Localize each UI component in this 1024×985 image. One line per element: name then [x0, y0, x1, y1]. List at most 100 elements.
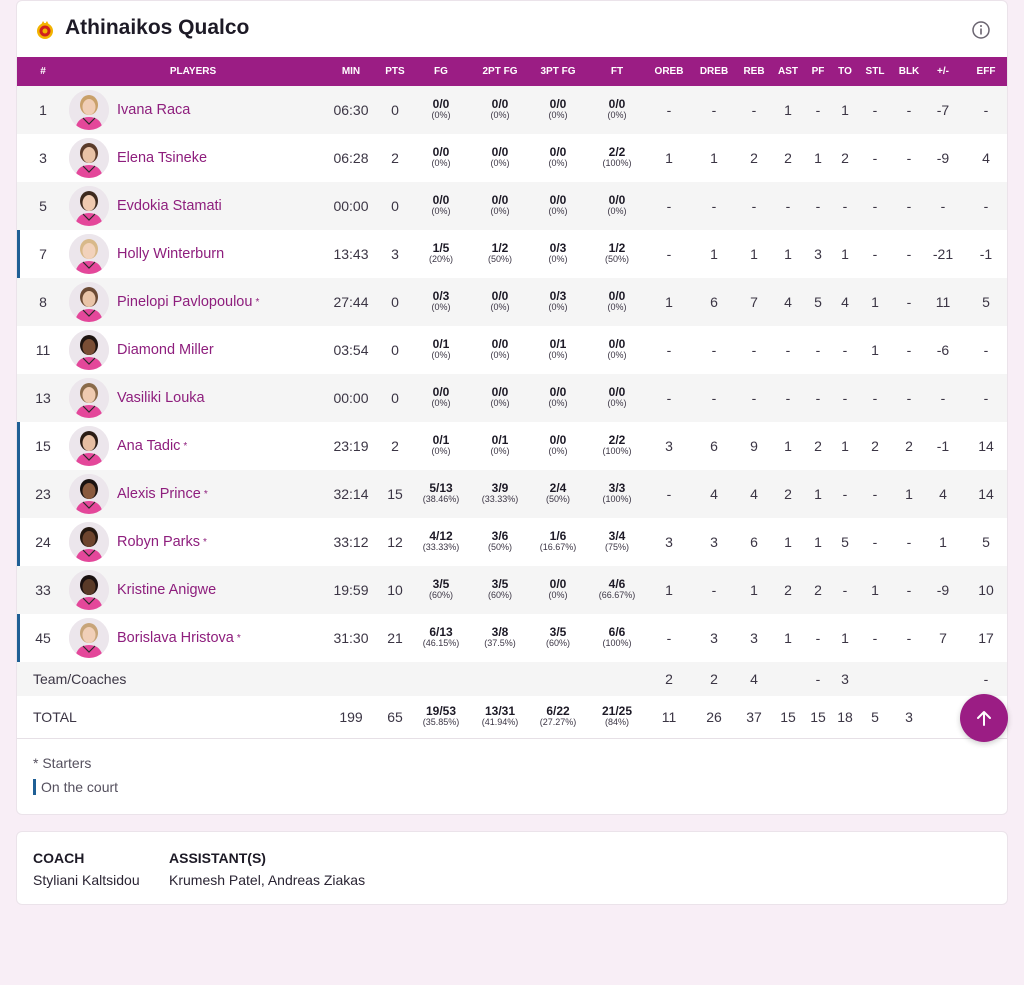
col-header-min[interactable]: MIN — [341, 66, 361, 77]
player-stl: - — [872, 198, 878, 214]
player-oreb: 1 — [665, 582, 673, 598]
player-oreb: - — [666, 630, 672, 646]
col-header-dreb[interactable]: DREB — [699, 66, 729, 77]
player-2pt-fg: 1/2 (50%) — [477, 230, 523, 278]
col-header-3pt-fg[interactable]: 3PT FG — [540, 66, 576, 77]
player-pf: - — [815, 390, 821, 406]
avatar[interactable] — [69, 138, 109, 178]
player-reb: - — [751, 390, 757, 406]
table-row: 45 Borislava Hristova * 31:30 21 6/13 (46.15%)… — [17, 614, 1007, 662]
player-number: 7 — [17, 230, 69, 278]
player-name-link[interactable]: Elena Tsineke — [117, 150, 208, 166]
col-header-stl[interactable]: STL — [865, 66, 885, 77]
player-plus-minus: -1 — [936, 438, 950, 454]
player-eff: 4 — [982, 150, 990, 166]
col-header-pf[interactable]: PF — [811, 66, 825, 77]
player-fg-percentage: (0%) — [431, 302, 451, 312]
player-ft-made: 1/2 — [608, 241, 626, 255]
player-name-link[interactable]: Evdokia Stamati — [117, 198, 222, 214]
player-name-link[interactable]: Ivana Raca — [117, 102, 191, 118]
player-to: 5 — [841, 534, 849, 550]
player-name-link[interactable]: Borislava Hristova — [117, 630, 234, 646]
scroll-to-top-button[interactable] — [960, 694, 1008, 742]
player-3pt-fg-made: 0/0 — [549, 193, 567, 207]
avatar[interactable] — [69, 90, 109, 130]
table-row: 11 Diamond Miller 03:54 0 0/1 (0%) 0/0 (0%) 0/1(… — [17, 326, 1007, 374]
avatar[interactable] — [69, 522, 109, 562]
player-dreb: - — [711, 582, 717, 598]
player-cell: Robyn Parks * — [69, 518, 317, 566]
player-ast: 1 — [784, 630, 792, 646]
team-coaches-row: Team/Coaches 2 2 4 - 3 - — [17, 662, 1007, 696]
player-3pt-fg: 0/0 (0%) — [523, 182, 593, 230]
player-name-link[interactable]: Diamond Miller — [117, 342, 214, 358]
avatar[interactable] — [69, 282, 109, 322]
avatar[interactable] — [69, 234, 109, 274]
avatar[interactable] — [69, 330, 109, 370]
player-fg: 0/1 (0%) — [405, 326, 477, 374]
player-2pt-fg-percentage: (0%) — [490, 350, 510, 360]
player-minutes: 06:28 — [333, 150, 369, 166]
avatar[interactable] — [69, 186, 109, 226]
col-header-plus-minus[interactable]: +/- — [937, 66, 949, 77]
player-minutes: 03:54 — [333, 342, 369, 358]
player-oreb: - — [666, 390, 672, 406]
player-points: 15 — [387, 486, 403, 502]
player-reb: - — [751, 198, 757, 214]
player-cell: Ivana Raca — [69, 86, 317, 134]
player-plus-minus: -9 — [936, 582, 950, 598]
player-ft: 3/4 (75%) — [593, 518, 641, 566]
player-eff: 14 — [978, 486, 994, 502]
avatar[interactable] — [69, 474, 109, 514]
player-number: 15 — [17, 422, 69, 470]
col-header-pts[interactable]: PTS — [385, 66, 405, 77]
player-name-link[interactable]: Alexis Prince — [117, 486, 201, 502]
player-fg-made: 1/5 — [432, 241, 450, 255]
col-header-blk[interactable]: BLK — [898, 66, 920, 77]
player-ft-made: 2/2 — [608, 145, 626, 159]
player-ast: 2 — [784, 486, 792, 502]
player-ft-percentage: (0%) — [607, 206, 627, 216]
player-ast: 2 — [784, 150, 792, 166]
total-2pt-fg-made: 13/31 — [484, 703, 516, 718]
col-header-number[interactable]: # — [40, 66, 46, 77]
player-name-link[interactable]: Kristine Anigwe — [117, 582, 217, 598]
avatar[interactable] — [69, 618, 109, 658]
col-header-ast[interactable]: AST — [778, 66, 798, 77]
col-header-ft[interactable]: FT — [610, 66, 624, 77]
player-3pt-fg-percentage: (50%) — [545, 494, 570, 504]
player-name-link[interactable]: Vasiliki Louka — [117, 390, 205, 406]
team-dreb: 2 — [710, 671, 718, 687]
player-ast: - — [785, 390, 791, 406]
player-3pt-fg-percentage: (0%) — [548, 446, 568, 456]
player-2pt-fg-made: 0/0 — [491, 193, 509, 207]
avatar[interactable] — [69, 426, 109, 466]
player-minutes: 23:19 — [333, 438, 369, 454]
player-ft: 2/2 (100%) — [593, 134, 641, 182]
player-name-link[interactable]: Robyn Parks — [117, 534, 201, 550]
player-reb: 4 — [750, 486, 758, 502]
col-header-reb[interactable]: REB — [743, 66, 765, 77]
team-coaches-label: Team/Coaches — [33, 671, 127, 687]
player-2pt-fg-made: 0/0 — [491, 337, 509, 351]
player-2pt-fg-made: 1/2 — [491, 241, 509, 255]
avatar[interactable] — [69, 378, 109, 418]
player-name-link[interactable]: Holly Winterburn — [117, 246, 225, 262]
col-header-players[interactable]: PLAYERS — [169, 66, 217, 77]
team-oreb: 2 — [665, 671, 673, 687]
player-name-link[interactable]: Ana Tadic — [117, 438, 181, 454]
col-header-fg[interactable]: FG — [434, 66, 448, 77]
player-reb: 1 — [750, 582, 758, 598]
player-minutes: 33:12 — [333, 534, 369, 550]
player-3pt-fg: 0/0 (0%) — [523, 374, 593, 422]
col-header-to[interactable]: TO — [838, 66, 852, 77]
col-header-oreb[interactable]: OREB — [654, 66, 684, 77]
info-icon[interactable] — [971, 20, 991, 40]
avatar[interactable] — [69, 570, 109, 610]
player-name-link[interactable]: Pinelopi Pavlopoulou — [117, 294, 253, 310]
team-plus-minus — [921, 662, 965, 696]
col-header-eff[interactable]: EFF — [976, 66, 996, 77]
col-header-2pt-fg[interactable]: 2PT FG — [482, 66, 518, 77]
player-3pt-fg-made: 0/0 — [549, 145, 567, 159]
player-points: 0 — [391, 294, 399, 310]
